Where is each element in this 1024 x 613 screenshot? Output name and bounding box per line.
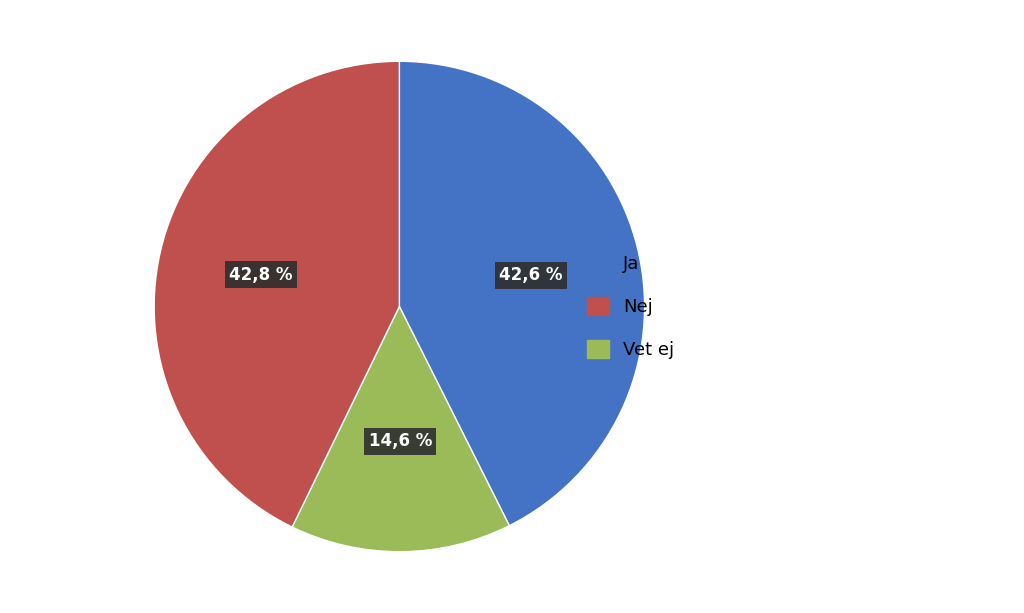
Legend: Ja, Nej, Vet ej: Ja, Nej, Vet ej <box>580 247 682 366</box>
Wedge shape <box>399 61 644 526</box>
Text: 42,6 %: 42,6 % <box>499 267 562 284</box>
Wedge shape <box>155 61 399 527</box>
Wedge shape <box>292 306 509 552</box>
Text: 14,6 %: 14,6 % <box>369 432 432 451</box>
Text: 42,8 %: 42,8 % <box>229 265 293 284</box>
